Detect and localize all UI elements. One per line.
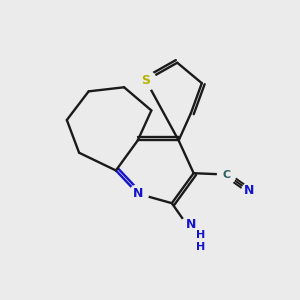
Text: N: N [244, 184, 255, 197]
Text: C: C [222, 169, 230, 179]
Text: S: S [141, 74, 150, 87]
Text: N: N [186, 218, 196, 231]
Text: H: H [196, 230, 205, 240]
Text: N: N [133, 187, 143, 200]
Text: H: H [196, 242, 205, 252]
